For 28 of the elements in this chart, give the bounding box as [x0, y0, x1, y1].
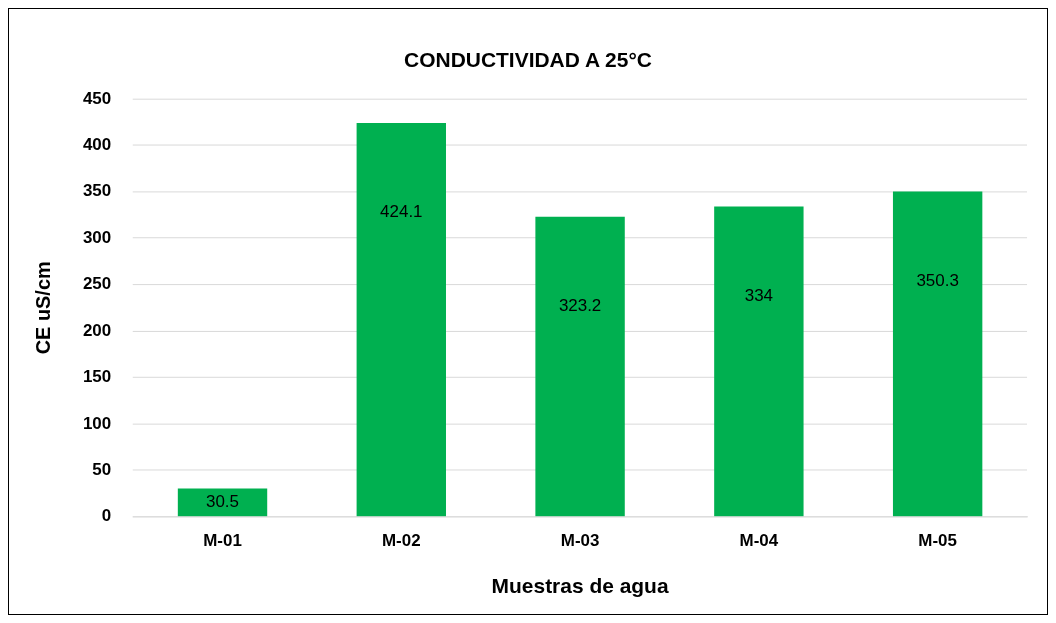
- x-tick-label: M-05: [918, 530, 957, 550]
- data-label: 350.3: [916, 270, 959, 290]
- y-tick-label: 450: [82, 88, 112, 108]
- x-axis-title: Muestras de agua: [491, 574, 669, 598]
- y-tick-label: 250: [82, 274, 112, 294]
- x-tick-label: M-04: [739, 530, 779, 550]
- bar: [356, 122, 446, 517]
- x-tick-label: M-01: [203, 530, 242, 550]
- chart-title: CONDUCTIVIDAD A 25°C: [404, 48, 652, 72]
- y-tick-label: 200: [82, 320, 112, 340]
- y-tick-label: 50: [92, 459, 112, 479]
- y-tick-label: 100: [82, 413, 112, 433]
- data-label: 30.5: [206, 492, 240, 511]
- bar: [892, 191, 983, 517]
- bar: [535, 216, 625, 517]
- x-tick-label: M-03: [560, 530, 600, 550]
- x-tick-label: M-02: [381, 530, 421, 550]
- y-tick-label: 350: [82, 181, 112, 201]
- y-axis-title: CE uS/cm: [32, 261, 55, 355]
- y-tick-label: 0: [101, 506, 112, 526]
- y-tick-label: 150: [82, 367, 112, 387]
- data-label: 424.1: [380, 202, 423, 222]
- data-label: 334: [744, 285, 774, 305]
- bar: [714, 206, 804, 517]
- bar: [177, 488, 268, 517]
- data-label: 323.2: [558, 296, 602, 316]
- y-tick-label: 300: [82, 227, 112, 247]
- y-tick-label: 400: [82, 135, 112, 154]
